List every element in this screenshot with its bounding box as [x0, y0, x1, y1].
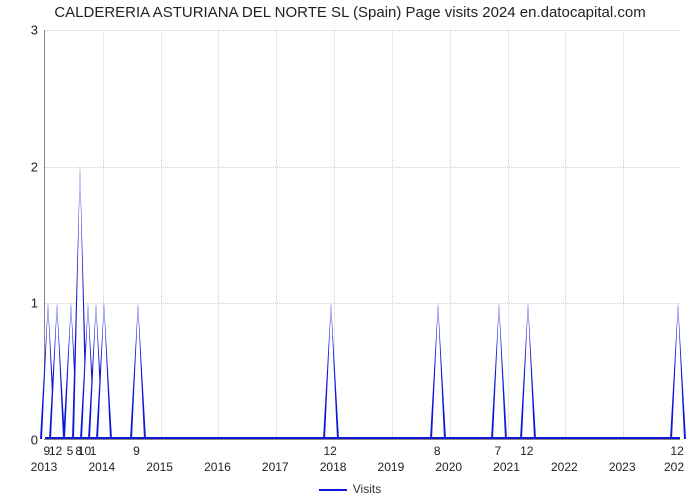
xtick-year-label: 2023	[609, 460, 636, 474]
data-spike-fill	[325, 304, 337, 439]
xtick-year-label: 2014	[88, 460, 115, 474]
gridline-v	[565, 30, 566, 439]
xtick-month-label: 5	[67, 444, 74, 458]
data-spike-fill	[432, 304, 444, 439]
xtick-month-label: 7	[495, 444, 502, 458]
data-spike-fill	[672, 304, 684, 439]
data-spike-fill	[51, 304, 63, 439]
xtick-year-label: 2015	[146, 460, 173, 474]
gridline-v	[623, 30, 624, 439]
gridline-v	[508, 30, 509, 439]
xtick-month-label: 12	[49, 444, 62, 458]
ytick-label: 2	[8, 159, 38, 174]
legend-label: Visits	[353, 482, 381, 496]
gridline-v	[392, 30, 393, 439]
legend-swatch	[319, 489, 347, 491]
data-spike-fill	[132, 304, 144, 439]
chart-title: CALDERERIA ASTURIANA DEL NORTE SL (Spain…	[0, 4, 700, 21]
xtick-year-label: 2021	[493, 460, 520, 474]
xtick-year-label: 2013	[31, 460, 58, 474]
xtick-year-label: 202	[664, 460, 684, 474]
xtick-month-label: 9	[133, 444, 140, 458]
baseline	[45, 437, 680, 439]
xtick-year-label: 2018	[320, 460, 347, 474]
xtick-month-label: 12	[520, 444, 533, 458]
visits-chart: CALDERERIA ASTURIANA DEL NORTE SL (Spain…	[0, 0, 700, 500]
xtick-year-label: 2017	[262, 460, 289, 474]
xtick-month-label: 12	[324, 444, 337, 458]
ytick-label: 3	[8, 23, 38, 38]
legend: Visits	[0, 482, 700, 496]
gridline-v	[218, 30, 219, 439]
xtick-month-label: 1	[90, 444, 97, 458]
ytick-label: 0	[8, 433, 38, 448]
gridline-h	[45, 30, 680, 31]
xtick-year-label: 2022	[551, 460, 578, 474]
data-spike-fill	[98, 304, 110, 439]
gridline-v	[276, 30, 277, 439]
xtick-month-label: 8	[434, 444, 441, 458]
gridline-v	[450, 30, 451, 439]
gridline-v	[161, 30, 162, 439]
data-spike-fill	[493, 304, 505, 439]
gridline-h	[45, 167, 680, 168]
xtick-year-label: 2019	[378, 460, 405, 474]
xtick-year-label: 2016	[204, 460, 231, 474]
plot-area	[44, 30, 680, 440]
data-spike-fill	[522, 304, 534, 439]
ytick-label: 1	[8, 296, 38, 311]
xtick-year-label: 2020	[435, 460, 462, 474]
xtick-month-label: 12	[670, 444, 683, 458]
